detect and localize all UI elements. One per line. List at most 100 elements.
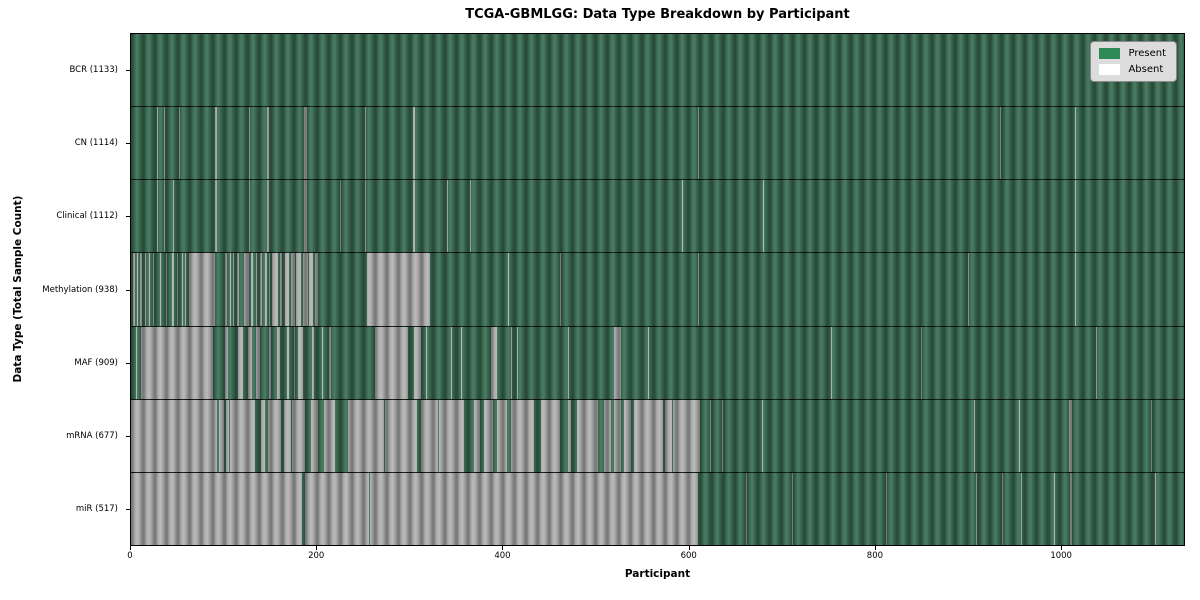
x-tick-label-200: 200 xyxy=(308,551,325,561)
chart-title: TCGA-GBMLGG: Data Type Breakdown by Part… xyxy=(465,7,850,22)
y-tick-mark xyxy=(126,69,130,71)
absent-segment xyxy=(256,326,261,399)
absent-segment xyxy=(287,326,289,399)
absent-segment xyxy=(1075,253,1077,326)
absent-segment xyxy=(511,326,513,399)
legend-label: Absent xyxy=(1128,64,1164,75)
absent-segment xyxy=(665,399,672,472)
absent-segment xyxy=(184,253,186,326)
y-tick-mark xyxy=(126,289,130,291)
absent-segment xyxy=(885,472,887,545)
absent-segment xyxy=(420,399,438,472)
y-tick-mark xyxy=(126,436,130,438)
absent-segment xyxy=(1151,399,1153,472)
absent-segment xyxy=(710,399,711,472)
absent-segment xyxy=(268,326,272,399)
absent-segment xyxy=(229,399,255,472)
absent-segment xyxy=(255,253,258,326)
absent-segment xyxy=(347,399,384,472)
data-rows xyxy=(131,34,1184,545)
absent-segment xyxy=(365,107,367,180)
absent-segment xyxy=(311,399,318,472)
absent-segment xyxy=(132,253,135,326)
absent-segment xyxy=(460,326,462,399)
absent-segment xyxy=(135,326,137,399)
absent-segment xyxy=(697,107,699,180)
absent-segment xyxy=(237,326,243,399)
absent-segment xyxy=(425,326,428,399)
y-tick-mark xyxy=(126,509,130,511)
absent-segment xyxy=(999,107,1001,180)
absent-segment xyxy=(672,399,700,472)
absent-segment xyxy=(577,399,598,472)
absent-segment xyxy=(791,472,793,545)
x-tick-mark xyxy=(688,546,690,550)
absent-segment xyxy=(224,253,227,326)
absent-segment xyxy=(163,180,165,253)
absent-segment xyxy=(233,253,235,326)
absent-segment xyxy=(302,253,308,326)
absent-segment xyxy=(214,180,218,253)
absent-segment xyxy=(293,326,296,399)
absent-segment xyxy=(516,326,518,399)
absent-segment xyxy=(470,180,472,253)
absent-segment xyxy=(136,253,138,326)
absent-segment xyxy=(276,326,280,399)
absent-segment xyxy=(722,399,723,472)
absent-segment xyxy=(284,399,291,472)
absent-segment xyxy=(604,399,611,472)
legend: Present Absent xyxy=(1090,41,1177,82)
absent-segment xyxy=(296,253,302,326)
absent-segment xyxy=(249,107,250,180)
x-tick-label-1000: 1000 xyxy=(1050,551,1072,561)
absent-segment xyxy=(1069,472,1073,545)
absent-segment xyxy=(1075,180,1077,253)
absent-segment xyxy=(272,253,278,326)
absent-segment xyxy=(225,399,229,472)
absent-segment xyxy=(762,180,764,253)
absent-segment xyxy=(623,399,631,472)
absent-segment xyxy=(131,399,217,472)
absent-segment xyxy=(214,107,218,180)
absent-segment xyxy=(340,180,342,253)
absent-segment xyxy=(1155,472,1157,545)
absent-segment xyxy=(412,180,416,253)
absent-segment xyxy=(328,326,331,399)
absent-segment xyxy=(614,326,621,399)
absent-segment xyxy=(920,326,922,399)
absent-segment xyxy=(248,326,252,399)
absent-segment xyxy=(450,326,452,399)
absent-segment xyxy=(973,399,975,472)
absent-segment xyxy=(473,399,481,472)
legend-label: Present xyxy=(1128,48,1166,59)
absent-segment xyxy=(303,107,307,180)
absent-segment xyxy=(285,253,289,326)
absent-segment xyxy=(269,253,271,326)
legend-swatch-present xyxy=(1099,48,1121,59)
absent-segment xyxy=(267,399,281,472)
y-tick-mark xyxy=(126,216,130,218)
absent-segment xyxy=(172,180,174,253)
absent-segment xyxy=(1001,472,1003,545)
absent-segment xyxy=(1075,107,1077,180)
absent-segment xyxy=(159,253,161,326)
absent-segment xyxy=(614,399,621,472)
x-tick-mark xyxy=(130,546,131,550)
absent-segment xyxy=(179,107,181,180)
x-tick-label-400: 400 xyxy=(494,551,511,561)
absent-segment xyxy=(697,253,699,326)
absent-segment xyxy=(746,472,748,545)
absent-segment xyxy=(309,253,314,326)
absent-segment xyxy=(148,253,150,326)
y-tick-label-BCR: BCR (1133) xyxy=(69,64,119,75)
absent-segment xyxy=(412,107,416,180)
absent-segment xyxy=(131,472,302,545)
row-Methylation xyxy=(131,253,1184,327)
legend-item-present: Present xyxy=(1099,48,1166,59)
x-axis-label: Participant xyxy=(624,568,691,580)
absent-segment xyxy=(438,399,464,472)
absent-segment xyxy=(647,326,649,399)
absent-segment xyxy=(1068,399,1072,472)
absent-segment xyxy=(497,399,508,472)
absent-segment xyxy=(140,253,143,326)
